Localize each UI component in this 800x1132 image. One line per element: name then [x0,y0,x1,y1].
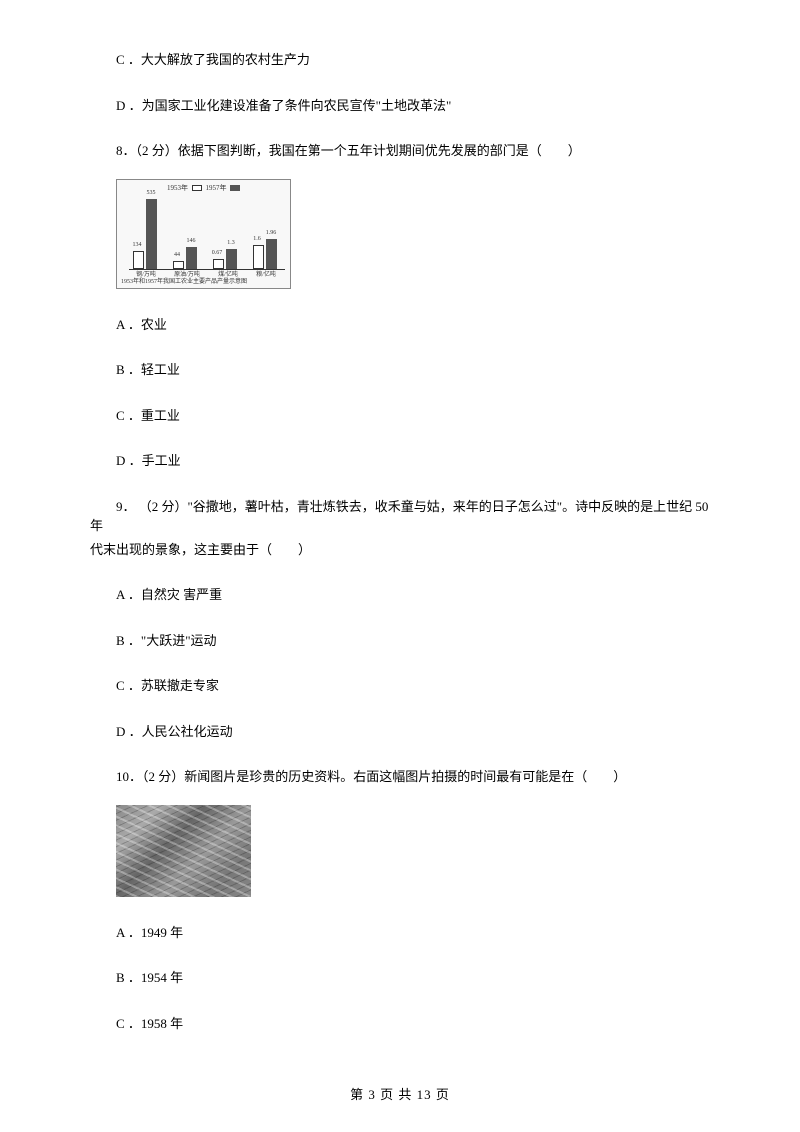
bar-1957-label: 1.3 [221,239,241,248]
option-d-previous: D ．为国家工业化建设准备了条件向农民宣传"土地改革法" [90,96,710,116]
photo-q10 [116,805,251,897]
bar-1953 [253,245,264,269]
bar-1953 [213,259,224,269]
legend-1957-label: 1957年 [206,184,227,192]
question-9-line2: 代末出现的景象，这主要由于（ ） [90,540,710,560]
q8-option-b: B ．轻工业 [90,360,710,380]
bar-1957 [266,239,277,269]
x-label: 粮/亿吨 [256,271,276,280]
bar-1957-label: 535 [141,189,161,198]
q10-option-c: C ．1958 年 [90,1014,710,1034]
bar-1953-label: 44 [167,251,187,260]
bar-1953 [173,261,184,269]
chart-legend: 1953年 1957年 [167,183,242,194]
bar-1953-label: 134 [127,241,147,250]
legend-1957-box [230,185,240,191]
q8-option-a: A ．农业 [90,315,710,335]
legend-1953-label: 1953年 [167,184,188,192]
bar-1957 [146,199,157,269]
q9-option-b: B ．"大跃进"运动 [90,631,710,651]
q10-option-a: A ．1949 年 [90,923,710,943]
question-10: 10．（2 分）新闻图片是珍贵的历史资料。右面这幅图片拍摄的时间最有可能是在（ … [90,767,710,787]
page-footer: 第 3 页 共 13 页 [0,1085,800,1105]
bar-1957 [226,249,237,269]
chart-caption: 1953年和1957年我国工农业主要产品产量示意图 [121,278,247,287]
q9-option-a: A ．自然灾 害严重 [90,585,710,605]
legend-1953-box [192,185,202,191]
bar-1957-label: 1.96 [261,229,281,238]
bar-1957 [186,247,197,269]
q9-option-d: D ．人民公社化运动 [90,722,710,742]
bar-1953-label: 0.67 [207,249,227,258]
q9-option-c: C ．苏联撤走专家 [90,676,710,696]
question-8: 8．（2 分）依据下图判断，我国在第一个五年计划期间优先发展的部门是（ ） [90,141,710,161]
q8-option-d: D ．手工业 [90,451,710,471]
q8-option-c: C ．重工业 [90,406,710,426]
q10-option-b: B ．1954 年 [90,968,710,988]
bar-1957-label: 146 [181,237,201,246]
option-c-previous: C ．大大解放了我国的农村生产力 [90,50,710,70]
chart-bars-area: 134535441460.671.31.61.96 [129,195,285,270]
question-9-line1: 9． （2 分）"谷撒地，薯叶枯，青壮炼铁去，收禾童与姑，来年的日子怎么过"。诗… [90,497,710,536]
chart-q8: 1953年 1957年 134535441460.671.31.61.96 钢/… [116,179,291,289]
bar-1953 [133,251,144,269]
photo-pattern [116,805,251,897]
